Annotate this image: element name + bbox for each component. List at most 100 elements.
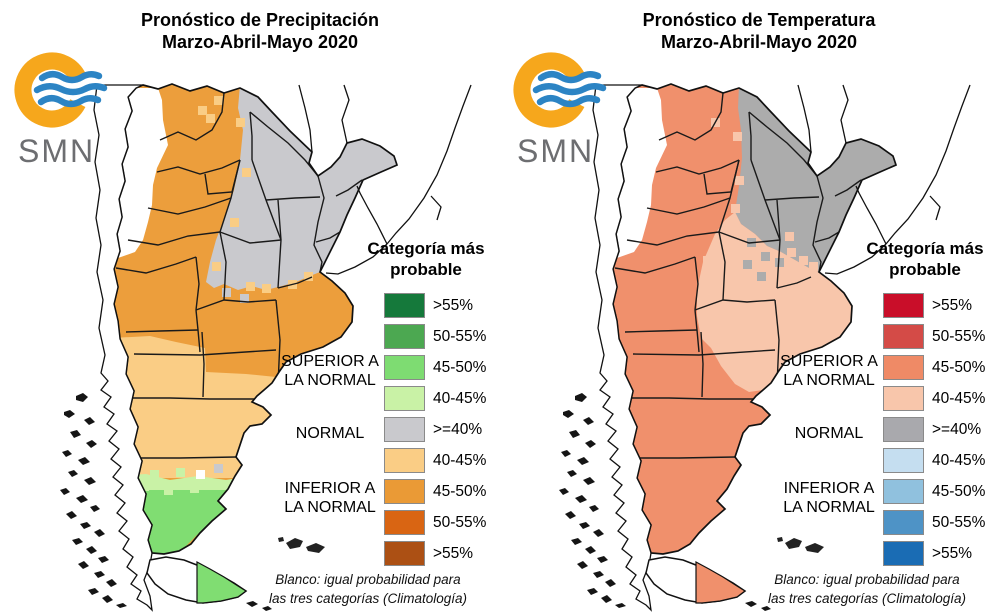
legend-label: 40-45%	[932, 451, 986, 469]
raster-pixel	[214, 96, 223, 105]
raster-pixel	[216, 480, 225, 489]
legend-swatch	[883, 417, 924, 442]
legend-label: 45-50%	[932, 358, 986, 376]
legend-label: 45-50%	[932, 482, 986, 500]
legend-label: >55%	[932, 296, 973, 314]
raster-pixel	[799, 256, 808, 265]
legend-label: 50-55%	[433, 327, 487, 345]
province-borders	[614, 92, 862, 459]
legend-item: >55%	[352, 541, 500, 566]
raster-pixel	[196, 470, 205, 479]
legend-swatch	[384, 541, 425, 566]
footnote: Blanco: igual probabilidad para las tres…	[268, 572, 468, 606]
legend-label: >55%	[433, 544, 474, 562]
legend-label: >55%	[433, 296, 474, 314]
legend-swatch	[384, 386, 425, 411]
islas-malvinas	[278, 537, 325, 553]
category-label-normal: NORMAL	[295, 425, 365, 442]
neighbor-country-borders	[298, 84, 472, 275]
legend-title: Categoría más probable	[866, 239, 984, 279]
legend-swatch	[384, 324, 425, 349]
legend-item: >=40%	[851, 417, 999, 442]
raster-pixel	[240, 294, 249, 303]
legend-label: 45-50%	[433, 482, 487, 500]
raster-pixel	[230, 218, 239, 227]
legend-swatch	[384, 355, 425, 380]
legend-swatch	[384, 448, 425, 473]
legend-swatch	[384, 293, 425, 318]
legend-item: 50-55%	[851, 510, 999, 535]
legend-item: 40-45%	[851, 386, 999, 411]
footnote: Blanco: igual probabilidad para las tres…	[767, 572, 967, 606]
legend-label: 40-45%	[433, 389, 487, 407]
smn-logo-mark	[14, 52, 108, 128]
legend-item: 40-45%	[851, 448, 999, 473]
map-title-precipitation: Pronóstico de Precipitación Marzo-Abril-…	[40, 9, 480, 53]
tierra-del-fuego-argentina	[695, 560, 747, 604]
panel-precipitation: Pronóstico de Precipitación Marzo-Abril-…	[12, 9, 500, 612]
legend-swatch	[883, 386, 924, 411]
pacific-islands	[60, 393, 272, 611]
legend-label: 50-55%	[932, 513, 986, 531]
legend-label: >=40%	[932, 420, 982, 438]
legend-swatch	[883, 355, 924, 380]
chile-region	[93, 84, 153, 612]
legend-items: >55% 50-55% 45-50% 40-45% >=40% 40-45% 45-50% 5…	[352, 293, 500, 566]
neighbor-country-borders	[797, 84, 971, 275]
raster-pixel	[150, 470, 159, 479]
raster-pixel	[735, 176, 744, 185]
region-normal	[735, 85, 896, 272]
category-label-superior: SUPERIOR A LA NORMAL	[281, 353, 379, 389]
map-argentina-temperature	[559, 83, 971, 612]
legend-temperature: Categoría más probable >55% 50-55% 45-50% 4…	[851, 238, 999, 572]
raster-pixel	[733, 132, 742, 141]
map-title-temperature: Pronóstico de Temperatura Marzo-Abril-Ma…	[539, 9, 979, 53]
legend-item: 50-55%	[352, 510, 500, 535]
legend-swatch	[384, 417, 425, 442]
legend-label: >=40%	[433, 420, 483, 438]
raster-pixel	[140, 482, 149, 491]
legend-item: 40-45%	[352, 448, 500, 473]
raster-pixel	[236, 118, 245, 127]
category-label-inferior: INFERIOR A LA NORMAL	[284, 480, 376, 516]
raster-pixel	[246, 282, 255, 291]
title-line2: Marzo-Abril-Mayo 2020	[660, 32, 858, 52]
smn-logo-text: SMN	[18, 133, 96, 169]
raster-pixel	[757, 272, 766, 281]
raster-pixel	[761, 252, 770, 261]
legend-item: 50-55%	[851, 324, 999, 349]
legend-label: 40-45%	[433, 451, 487, 469]
raster-pixel	[701, 298, 710, 307]
raster-pixel	[743, 260, 752, 269]
raster-pixel	[703, 256, 712, 265]
tierra-del-fuego-argentina	[196, 560, 248, 604]
logo-waves-icon	[33, 71, 108, 108]
legend-swatch	[883, 324, 924, 349]
raster-pixel	[206, 114, 215, 123]
legend-swatch	[384, 510, 425, 535]
title-line1: Pronóstico de Temperatura	[642, 10, 876, 30]
legend-swatch	[883, 479, 924, 504]
region-normal	[206, 85, 397, 290]
category-label-inferior: INFERIOR A LA NORMAL	[783, 480, 875, 516]
legend-items: >55% 50-55% 45-50% 40-45% >=40% 40-45% 45-50% 5…	[851, 293, 999, 566]
legend-item: 40-45%	[352, 386, 500, 411]
map-argentina-precipitation	[60, 83, 472, 612]
legend-item: >=40%	[352, 417, 500, 442]
legend-precipitation: Categoría más probable >55% 50-55% 45-50% 4…	[352, 238, 500, 572]
legend-item: 45-50%	[352, 355, 500, 380]
smn-logo-text: SMN	[517, 133, 595, 169]
legend-item: >55%	[352, 293, 500, 318]
legend-swatch	[883, 510, 924, 535]
raster-pixel	[222, 288, 231, 297]
raster-pixel	[214, 464, 223, 473]
legend-item: >55%	[851, 541, 999, 566]
raster-pixel	[176, 468, 185, 477]
smn-logo: SMN	[12, 50, 122, 170]
category-label-superior: SUPERIOR A LA NORMAL	[780, 353, 878, 389]
raster-pixel	[731, 204, 740, 213]
legend-label: 40-45%	[932, 389, 986, 407]
raster-pixel	[164, 486, 173, 495]
title-line2: Marzo-Abril-Mayo 2020	[161, 32, 359, 52]
legend-label: 50-55%	[433, 513, 487, 531]
